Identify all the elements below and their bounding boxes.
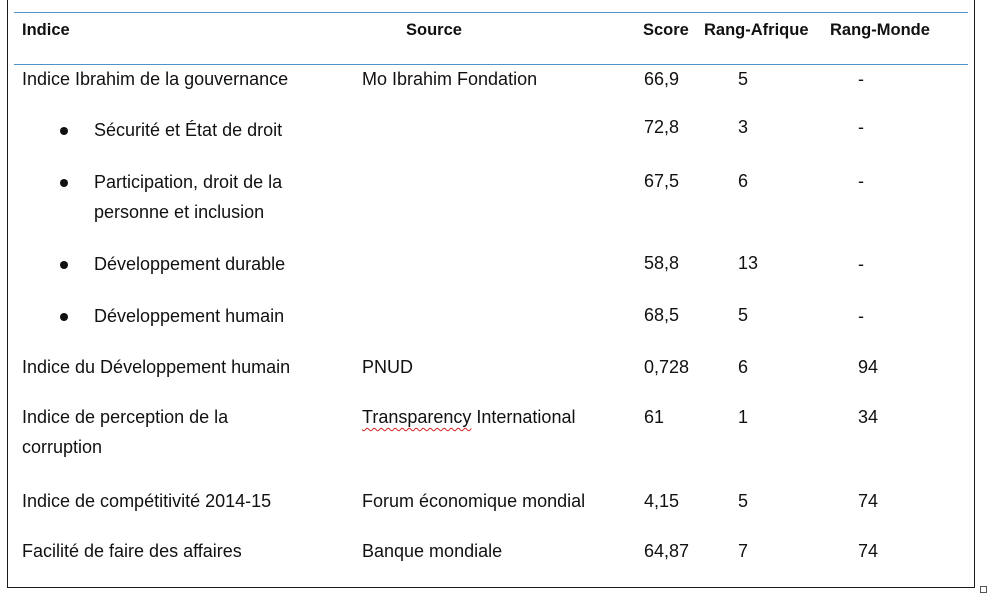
- header-rang-monde: Rang-Monde: [830, 21, 930, 39]
- cell-source: Transparency International: [362, 402, 575, 432]
- cell-indice: Indice de compétitivité 2014-15: [22, 491, 272, 511]
- bullet-icon: [60, 127, 68, 135]
- spellcheck-word[interactable]: Transparency: [362, 407, 472, 427]
- cell-indice: Participation, droit de la personne et i…: [94, 172, 283, 222]
- bullet-icon: [60, 313, 68, 321]
- cell-rang-monde: 94: [858, 357, 879, 377]
- table-top-rule: [14, 12, 968, 13]
- cell-score: 0,728: [644, 357, 690, 377]
- cell-rang-afrique: 7: [738, 541, 749, 561]
- cell-rang-monde: -: [858, 254, 864, 274]
- cell-indice: Développement durable: [94, 254, 286, 274]
- bullet-icon: [60, 261, 68, 269]
- cell-rang-afrique: 3: [738, 117, 749, 137]
- bullet-icon: [60, 179, 68, 187]
- cell-rang-monde: -: [858, 171, 864, 191]
- cell-source-rest: International: [471, 407, 576, 427]
- cell-indice: Indice Ibrahim de la gouvernance: [22, 69, 289, 89]
- table-header-rule: [14, 64, 968, 65]
- cell-rang-afrique: 6: [738, 171, 749, 191]
- cell-rang-monde: 34: [858, 407, 879, 427]
- cell-indice: Développement humain: [94, 306, 285, 326]
- cell-rang-afrique: 5: [738, 69, 749, 89]
- cell-rang-monde: 74: [858, 541, 879, 561]
- cell-indice: Facilité de faire des affaires: [22, 541, 242, 561]
- cell-rang-afrique: 1: [738, 407, 749, 427]
- cell-indice: Indice du Développement humain: [22, 357, 291, 377]
- cell-source: Forum économique mondial: [362, 491, 586, 511]
- document-frame: [7, 0, 975, 588]
- cell-rang-monde: -: [858, 306, 864, 326]
- cell-source: Banque mondiale: [362, 541, 503, 561]
- cell-indice: Indice de perception de la corruption: [22, 407, 229, 457]
- cell-score: 66,9: [644, 69, 680, 89]
- header-score: Score: [643, 21, 689, 39]
- cell-score: 58,8: [644, 253, 680, 273]
- cell-source: PNUD: [362, 357, 414, 377]
- cell-score: 67,5: [644, 171, 680, 191]
- cell-score: 68,5: [644, 305, 680, 325]
- header-indice: Indice: [22, 21, 70, 39]
- cell-indice: Sécurité et État de droit: [94, 120, 283, 140]
- cell-rang-monde: 74: [858, 491, 879, 511]
- cell-score: 61: [644, 407, 665, 427]
- cell-source: Mo Ibrahim Fondation: [362, 69, 538, 89]
- cell-rang-afrique: 6: [738, 357, 749, 377]
- cell-rang-afrique: 13: [738, 253, 759, 273]
- cell-score: 72,8: [644, 117, 680, 137]
- header-rang-afrique: Rang-Afrique: [704, 21, 809, 39]
- header-source: Source: [406, 21, 462, 39]
- cell-rang-monde: -: [858, 117, 864, 137]
- cell-score: 4,15: [644, 491, 680, 511]
- cell-rang-afrique: 5: [738, 491, 749, 511]
- cell-rang-afrique: 5: [738, 305, 749, 325]
- cell-score: 64,87: [644, 541, 690, 561]
- resize-corner-marker: [980, 586, 987, 593]
- cell-rang-monde: -: [858, 69, 864, 89]
